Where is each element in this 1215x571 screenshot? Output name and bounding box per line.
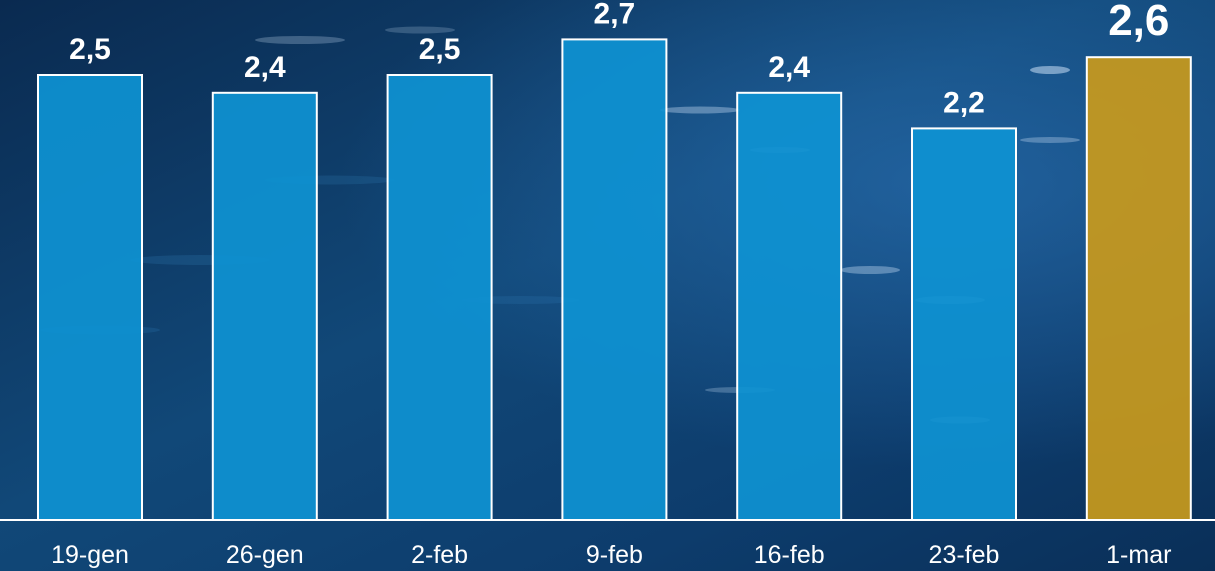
x-tick-label: 23-feb <box>929 541 1000 569</box>
data-label: 2,5 <box>69 33 111 66</box>
data-label: 2,4 <box>768 51 810 84</box>
x-axis-tick-labels: 19-gen 26-gen 2-feb 9-feb 16-feb 23-feb 1-mar <box>51 541 1171 569</box>
data-label: 2,2 <box>943 86 985 119</box>
background-streak <box>660 106 740 114</box>
x-tick-label: 9-feb <box>586 541 643 569</box>
data-label: 2,6 <box>1108 0 1169 45</box>
data-label: 2,5 <box>419 33 461 66</box>
x-tick-label: 19-gen <box>51 541 129 569</box>
data-label: 2,4 <box>244 51 286 84</box>
bar-series <box>37 38 1192 522</box>
data-label: 2,7 <box>594 0 636 30</box>
x-tick-label: 26-gen <box>226 541 304 569</box>
x-tick-label: 16-feb <box>754 541 825 569</box>
data-labels: 2,5 2,4 2,5 2,7 2,4 2,2 2,6 <box>69 0 1169 119</box>
bar <box>736 91 843 522</box>
bar-highlighted <box>1085 56 1192 521</box>
background-streak <box>1030 66 1070 74</box>
bar <box>211 91 318 522</box>
bar <box>561 38 668 522</box>
background-streak <box>1020 137 1080 143</box>
bar <box>386 74 493 521</box>
background-streak <box>255 36 345 44</box>
x-tick-label: 2-feb <box>411 541 468 569</box>
bar <box>37 74 143 521</box>
background-streak <box>840 266 900 274</box>
background-streak <box>385 26 455 34</box>
x-tick-label: 1-mar <box>1106 541 1171 569</box>
bar <box>911 127 1017 521</box>
